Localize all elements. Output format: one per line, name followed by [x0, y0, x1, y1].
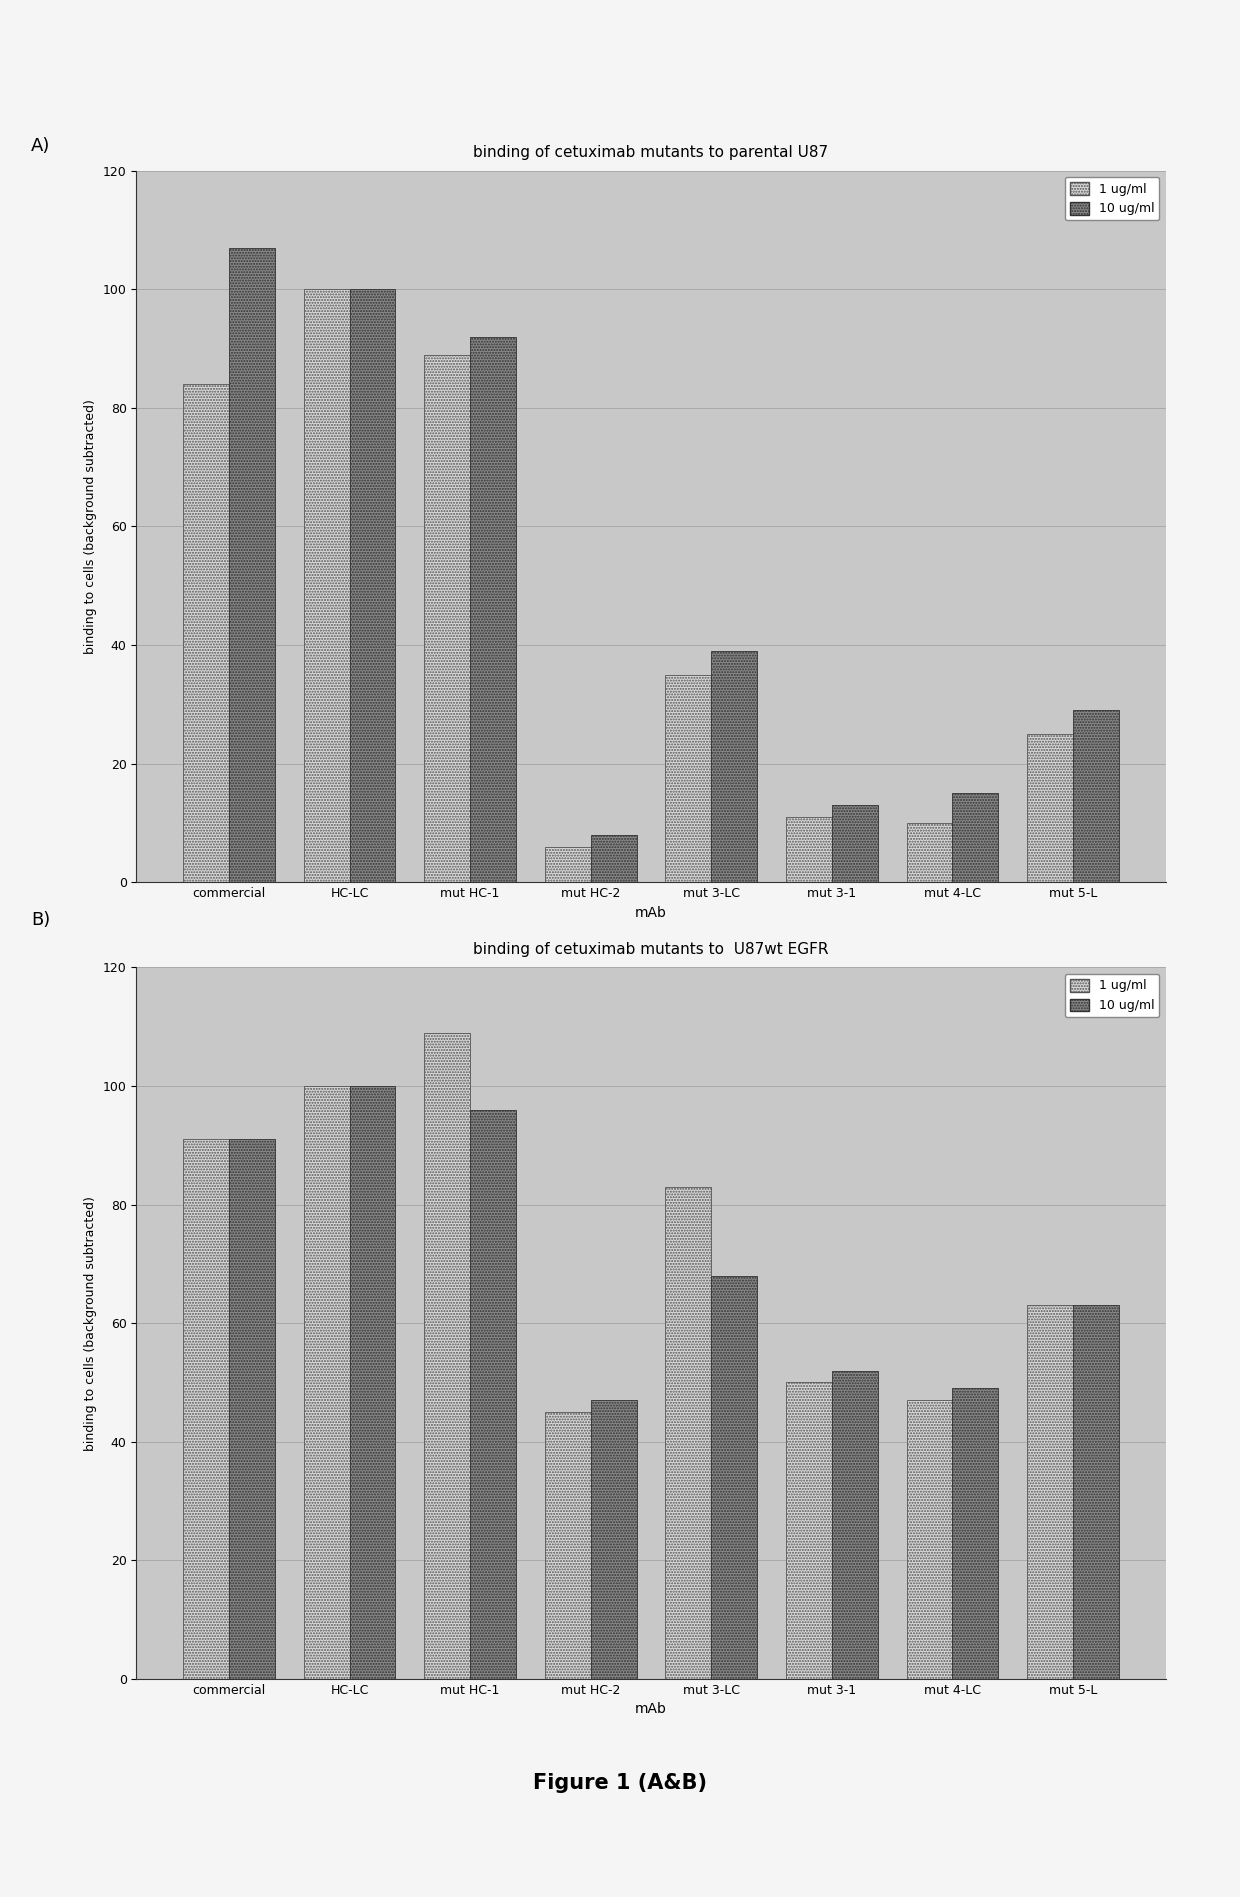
Bar — [666, 1188, 712, 1679]
Bar — [1027, 734, 1073, 882]
Bar — [304, 1085, 350, 1679]
Title: binding of cetuximab mutants to  U87wt EGFR: binding of cetuximab mutants to U87wt EG… — [474, 941, 828, 956]
Text: Figure 1 (A&B): Figure 1 (A&B) — [533, 1774, 707, 1793]
Bar — [184, 1140, 229, 1679]
Title: binding of cetuximab mutants to parental U87: binding of cetuximab mutants to parental… — [474, 144, 828, 159]
Bar — [544, 846, 590, 882]
Bar — [952, 793, 998, 882]
Bar — [184, 383, 229, 882]
Bar — [712, 651, 758, 882]
X-axis label: mAb: mAb — [635, 905, 667, 920]
Bar — [832, 1370, 878, 1679]
Bar — [712, 1277, 758, 1679]
Bar — [906, 823, 952, 882]
Bar — [350, 1085, 396, 1679]
Legend: 1 ug/ml, 10 ug/ml: 1 ug/ml, 10 ug/ml — [1065, 973, 1159, 1017]
Bar — [832, 804, 878, 882]
Y-axis label: binding to cells (background subtracted): binding to cells (background subtracted) — [84, 398, 97, 654]
Bar — [1027, 1305, 1073, 1679]
Bar — [229, 249, 275, 882]
Bar — [786, 818, 832, 882]
Bar — [470, 338, 516, 882]
Bar — [590, 835, 636, 882]
Text: A): A) — [31, 137, 51, 154]
Bar — [424, 355, 470, 882]
Bar — [350, 288, 396, 882]
Text: B): B) — [31, 911, 51, 928]
Bar — [906, 1400, 952, 1679]
Bar — [229, 1140, 275, 1679]
Bar — [666, 675, 712, 882]
Bar — [424, 1032, 470, 1679]
Bar — [544, 1411, 590, 1679]
Legend: 1 ug/ml, 10 ug/ml: 1 ug/ml, 10 ug/ml — [1065, 176, 1159, 220]
Bar — [304, 288, 350, 882]
Y-axis label: binding to cells (background subtracted): binding to cells (background subtracted) — [84, 1195, 97, 1451]
Bar — [952, 1389, 998, 1679]
Bar — [590, 1400, 636, 1679]
Bar — [1073, 709, 1118, 882]
X-axis label: mAb: mAb — [635, 1702, 667, 1717]
Bar — [1073, 1305, 1118, 1679]
Bar — [470, 1110, 516, 1679]
Bar — [786, 1383, 832, 1679]
